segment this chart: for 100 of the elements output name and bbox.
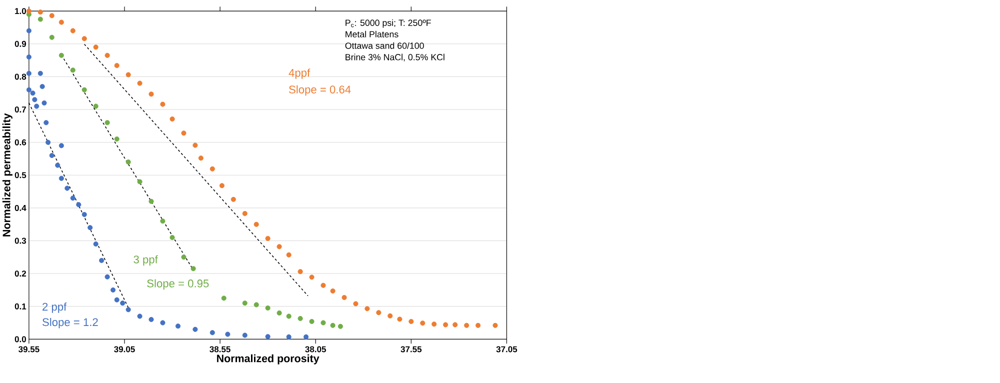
y-tick-label: 0.7 [14, 106, 26, 113]
point [104, 274, 110, 280]
point [82, 212, 87, 218]
point [265, 334, 270, 340]
point [175, 324, 181, 329]
point [388, 313, 393, 318]
point [104, 52, 110, 58]
point [298, 316, 303, 322]
point [276, 244, 282, 250]
point [46, 140, 51, 145]
point [26, 54, 32, 60]
point [34, 104, 40, 109]
y-tick-label: 0.1 [14, 303, 26, 310]
y-tick-label: 0.8 [14, 74, 26, 80]
point [70, 196, 76, 201]
series-label: 3 ppf [134, 255, 158, 266]
point [42, 100, 47, 106]
point [26, 87, 32, 92]
point [160, 102, 166, 107]
y-axis-title: Normalized permeability [2, 113, 12, 236]
point [120, 300, 126, 306]
point [160, 320, 166, 326]
point [254, 302, 259, 308]
point [353, 301, 358, 306]
point [190, 266, 196, 272]
point [58, 20, 64, 25]
point [76, 202, 82, 208]
point [181, 254, 186, 260]
point [265, 306, 270, 311]
point [309, 274, 314, 280]
point [58, 52, 64, 58]
point [476, 322, 481, 328]
point [276, 310, 282, 316]
point [38, 16, 43, 22]
point [376, 310, 382, 316]
point [304, 334, 309, 340]
point [82, 87, 87, 92]
point [26, 8, 32, 14]
point [148, 198, 154, 204]
point [298, 269, 303, 274]
point [230, 196, 236, 202]
point [32, 97, 38, 102]
y-tick-label: 0.3 [14, 238, 26, 244]
point [30, 90, 36, 96]
x-tick-label: 37.05 [496, 346, 518, 352]
point [40, 84, 45, 90]
annotation: P$_{c}$: 5000 psi; T: 250ºF [346, 19, 431, 28]
point [99, 258, 104, 263]
point [38, 10, 43, 15]
point [49, 152, 54, 158]
point [242, 300, 248, 306]
point [93, 242, 98, 247]
point [192, 326, 198, 332]
point [364, 306, 370, 312]
y-tick-label: 0.4 [14, 204, 26, 211]
annotation: Slope = 0.95 [147, 279, 209, 290]
point [114, 63, 120, 68]
point [432, 322, 437, 327]
x-tick-label: 38.05 [305, 346, 326, 352]
point [443, 322, 448, 328]
point [492, 322, 498, 328]
point [114, 297, 120, 302]
point [198, 156, 204, 161]
point [70, 68, 76, 73]
point [70, 28, 76, 34]
point [286, 252, 292, 258]
point [420, 320, 426, 326]
point [320, 282, 326, 288]
point [26, 28, 32, 34]
point [330, 322, 336, 328]
point [148, 92, 154, 97]
y-tick-label: 0.2 [14, 270, 26, 277]
x-axis-title: Normalized porosity [217, 354, 320, 364]
point [104, 120, 110, 126]
point [137, 80, 142, 86]
text: 4ppf [288, 68, 310, 79]
point [338, 324, 343, 329]
point [49, 13, 54, 18]
x-tick-label: 38.55 [210, 346, 230, 352]
point [221, 296, 226, 301]
point [452, 322, 458, 328]
point [82, 36, 87, 42]
annotation: Slope = 1.2 [42, 318, 98, 328]
x-tick-label: 39.55 [18, 346, 40, 352]
point [265, 236, 270, 241]
point [210, 166, 215, 172]
point [88, 225, 93, 230]
annotation: Ottawa sand 60/100 [345, 42, 424, 49]
annotation: Metal Platens [346, 30, 398, 38]
annotation: Slope = 0.64 [289, 85, 351, 96]
point [93, 44, 98, 50]
point [64, 186, 70, 191]
point [170, 116, 175, 122]
point [26, 70, 32, 76]
y-tick-label: 0.5 [14, 172, 26, 178]
point [286, 314, 292, 319]
point [137, 179, 142, 184]
text: 2 ppf [42, 302, 67, 313]
point [38, 70, 43, 76]
point [330, 288, 336, 294]
